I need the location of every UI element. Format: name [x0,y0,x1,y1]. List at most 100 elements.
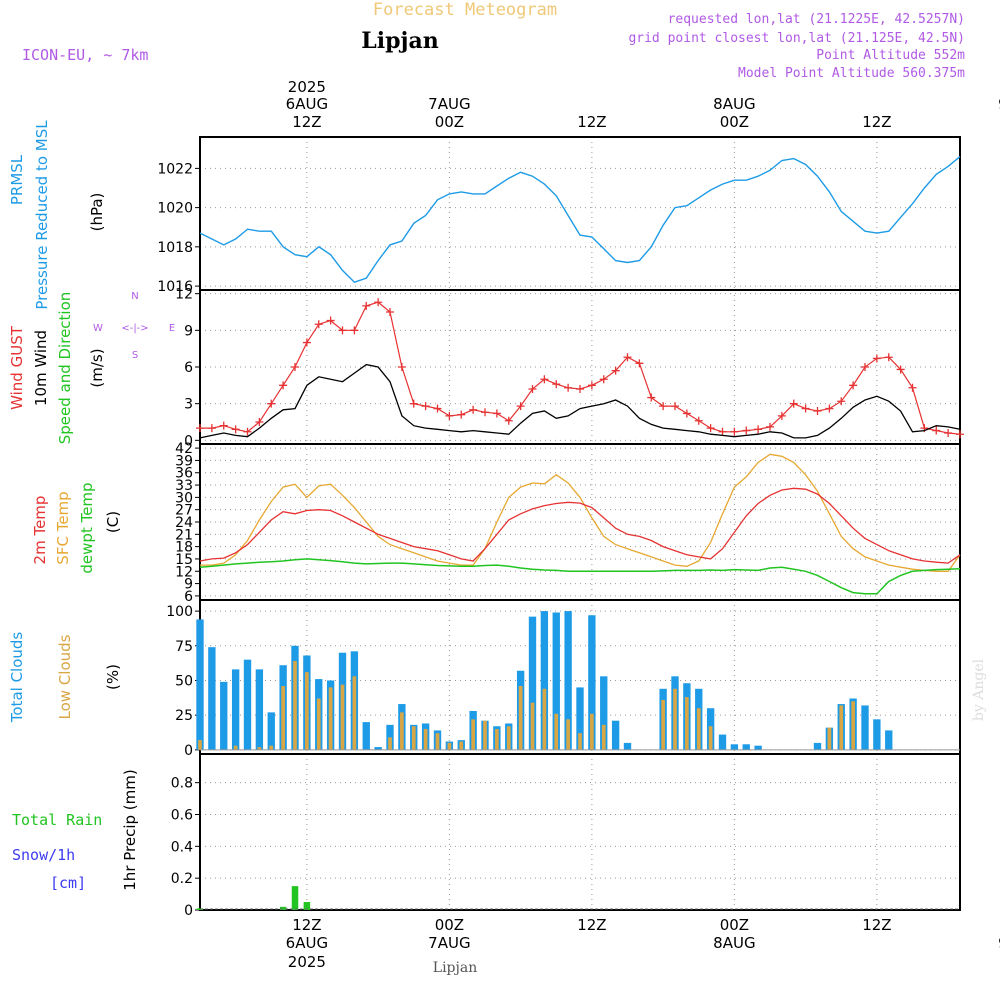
bottom-time-label: 8AUG [713,934,755,952]
compass-w: W [93,323,103,334]
total-cloud-bar [730,744,739,750]
panel-pressure: 1016 1018 1020 1022 [157,136,961,295]
gust-marker [219,421,228,430]
low-cloud-bar [601,724,606,750]
gust-marker [659,402,668,411]
y-tick-label: 0.8 [171,776,193,792]
panel-frame [199,753,961,911]
low-cloud-bar [257,747,262,750]
low-cloud-bar [554,713,559,750]
y-tick-label: 21 [175,527,193,543]
gust-marker [291,363,299,371]
total-cloud-bar [208,647,216,750]
gust-marker [528,385,537,393]
dewpoint-line [199,558,961,595]
wind-10m-label: 10m Wind [32,330,50,406]
y-tick-label: 30 [175,490,193,506]
bottom-time-label: 12Z [862,916,891,934]
y-tick-label: 24 [175,515,193,531]
total-cloud-bar [611,720,620,750]
top-time-label: 12Z [862,113,891,131]
snow-unit-label: [cm] [50,874,86,892]
gust-marker [350,326,359,335]
y-tick-label: 36 [175,466,193,482]
bottom-time-label: 9AUG [998,934,1000,952]
gust-marker [777,411,786,420]
low-cloud-bar [233,745,238,750]
total-cloud-bar [540,611,549,750]
y-tick-label: 0.2 [171,871,193,887]
top-time-label: 2025 [288,78,326,96]
gust-marker [279,381,288,390]
total-cloud-bar [196,619,204,750]
y-tick-label: 1018 [157,240,193,256]
clouds-unit: (%) [104,664,122,690]
total-cloud-bar [873,719,881,750]
gust-marker [540,375,549,384]
low-cloud-bar [471,719,475,750]
gust-marker [469,405,478,414]
gust-marker [599,375,608,384]
total-cloud-bar [255,669,264,750]
snow-label: Snow/1h [12,846,75,864]
y-tick-label: 1016 [157,279,193,295]
model-label: ICON-EU, ~ 7km [22,46,148,64]
total-cloud-bar [231,669,240,750]
top-time-label: 9AUG [998,95,1000,113]
gust-marker [397,363,406,371]
gust-marker [196,424,204,433]
top-time-label: 7AUG [428,95,470,113]
low-cloud-bar [352,676,357,750]
gust-marker [231,425,240,434]
wind-gust-label: Wind GUST [8,325,26,410]
compass-e: E [169,323,175,334]
precip-labels: Total Rain Snow/1h [cm] 1hr Precip (mm) [12,769,139,892]
total-cloud-bar [552,612,560,750]
y-tick-label: 12 [175,287,193,303]
total-cloud-bar [754,745,762,750]
top-time-label: 00Z [435,113,464,131]
total-cloud-bar [386,724,394,750]
gust-marker [302,338,311,347]
y-tick-label: 6 [184,589,193,605]
gust-marker [884,353,893,362]
total-cloud-bar [600,676,608,750]
total-cloud-bar [861,705,869,750]
y-tick-label: 33 [175,478,193,494]
low-cloud-bar [269,745,274,750]
gust-marker [267,399,276,408]
temp-unit: (C) [104,511,122,533]
y-tick-label: 42 [175,441,193,457]
y-tick-label: 39 [175,453,193,469]
requested-coords: requested lon,lat (21.1225E, 42.5257N) [668,12,965,27]
low-cloud-bar [542,688,547,750]
total-cloud-bar [362,722,370,750]
total-cloud-bar [374,747,382,750]
gust-marker [623,353,632,362]
bottom-time-label: 12Z [577,916,606,934]
rain-label: Total Rain [12,811,102,829]
gust-marker [255,418,264,426]
gust-marker [813,407,822,415]
gust-marker [682,409,691,418]
y-tick-label: 0.4 [171,839,193,855]
total-cloud-bar [623,742,632,750]
total-cloud-bar [564,611,572,750]
rain-bar [279,906,287,910]
gust-marker [801,404,810,413]
low-cloud-bar [518,686,523,750]
low-cloud-bar [198,740,202,750]
precip-axis-label: 1hr Precip (mm) [121,769,139,890]
gust-marker [766,422,774,431]
total-cloud-bar [742,744,750,750]
gust-marker [564,383,573,392]
gust-marker [457,410,466,419]
low-cloud-bar [483,720,487,750]
gust-marker [409,399,418,408]
rain-bar [303,902,311,910]
gust-marker [694,416,703,425]
temp-dew-label: dewpt Temp [78,482,96,573]
pressure-labels: PRMSL Pressure Reduced to MSL (hPa) [8,120,106,310]
low-cloud-bar [851,701,855,750]
